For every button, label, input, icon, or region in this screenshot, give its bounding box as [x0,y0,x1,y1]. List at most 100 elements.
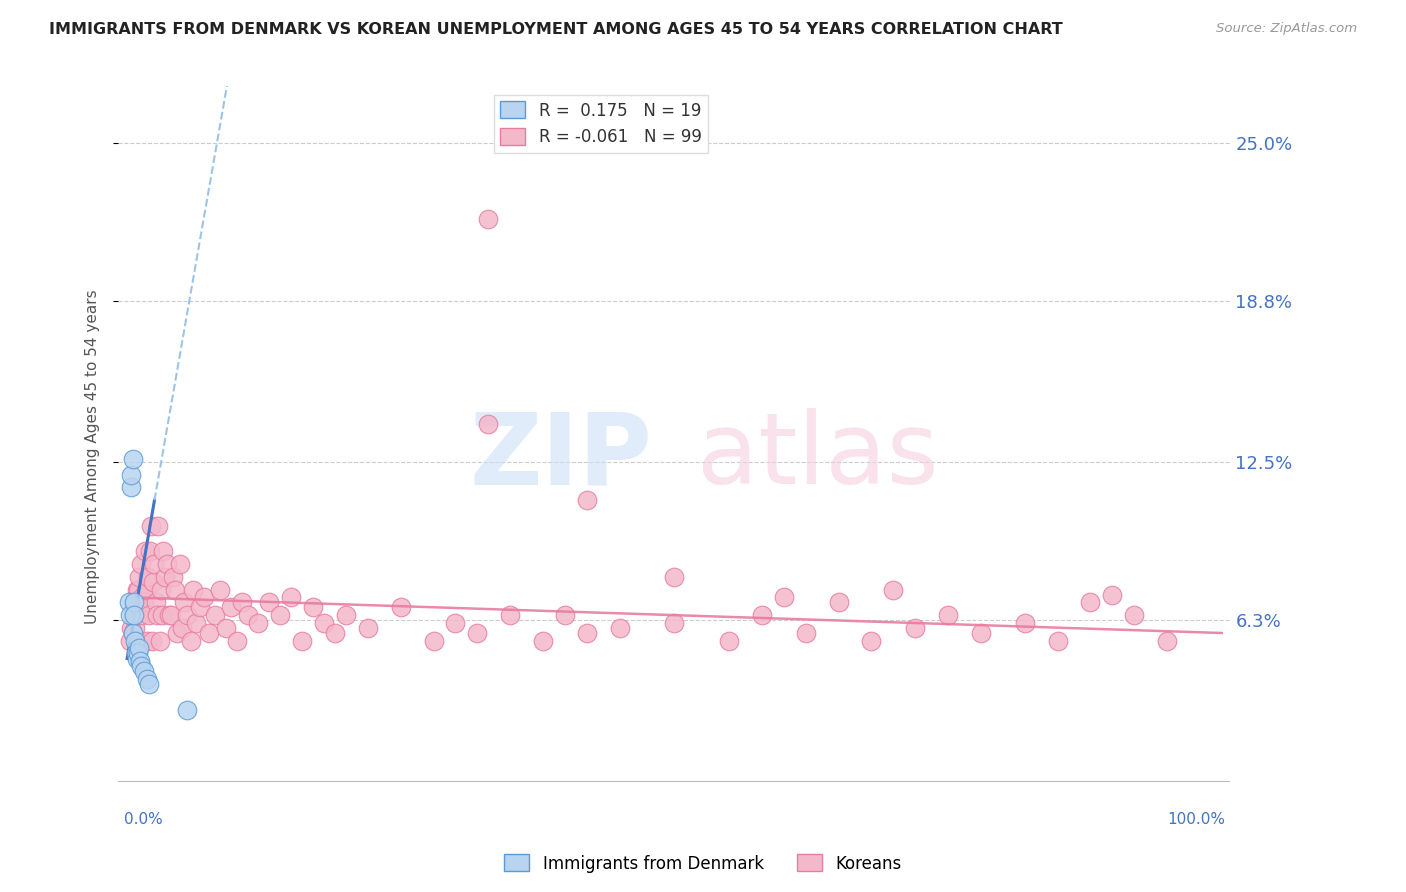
Point [554,608,576,623]
Point [477,212,499,227]
Point [575,626,598,640]
Point [444,615,467,630]
Point [236,608,259,623]
Point [142,574,165,589]
Point [131,591,153,605]
Point [477,417,499,431]
Point [323,626,346,640]
Point [150,582,173,597]
Point [198,626,221,640]
Point [176,703,198,717]
Point [860,633,883,648]
Point [135,582,157,597]
Point [138,677,160,691]
Point [135,672,157,686]
Point [209,582,232,597]
Point [882,582,904,597]
Text: 0.0%: 0.0% [124,812,163,827]
Point [122,595,145,609]
Point [176,608,198,623]
Point [120,633,142,648]
Point [165,582,187,597]
Point [214,621,236,635]
Text: atlas: atlas [696,409,938,505]
Point [970,626,993,640]
Point [1080,595,1102,609]
Point [127,647,149,661]
Point [152,544,174,558]
Point [936,608,959,623]
Point [143,557,166,571]
Point [145,595,167,609]
Point [121,467,143,482]
Point [794,626,817,640]
Text: ZIP: ZIP [470,409,652,505]
Point [124,621,146,635]
Point [180,633,202,648]
Point [134,544,156,558]
Point [357,621,380,635]
Point [181,582,204,597]
Point [575,493,598,508]
Y-axis label: Unemployment Among Ages 45 to 54 years: Unemployment Among Ages 45 to 54 years [86,289,100,624]
Point [1123,608,1146,623]
Point [131,659,153,673]
Point [131,608,153,623]
Point [467,626,489,640]
Legend: Immigrants from Denmark, Koreans: Immigrants from Denmark, Koreans [498,847,908,880]
Point [664,570,686,584]
Point [160,608,183,623]
Point [122,595,145,609]
Point [166,626,188,640]
Point [773,591,796,605]
Point [122,608,145,623]
Point [155,570,177,584]
Text: Source: ZipAtlas.com: Source: ZipAtlas.com [1216,22,1357,36]
Point [138,608,160,623]
Point [499,608,522,623]
Point [145,608,167,623]
Point [124,633,146,648]
Point [132,665,155,679]
Point [335,608,357,623]
Point [280,591,302,605]
Point [231,595,253,609]
Point [609,621,631,635]
Point [135,633,157,648]
Legend: R =  0.175   N = 19, R = -0.061   N = 99: R = 0.175 N = 19, R = -0.061 N = 99 [494,95,709,153]
Point [125,595,148,609]
Text: 100.0%: 100.0% [1167,812,1225,827]
Point [121,452,143,467]
Point [219,600,242,615]
Point [291,633,314,648]
Point [141,518,163,533]
Point [121,621,143,635]
Point [531,633,554,648]
Point [184,615,207,630]
Point [225,633,247,648]
Point [718,633,741,648]
Point [124,608,146,623]
Point [269,608,291,623]
Point [139,544,162,558]
Point [132,595,155,609]
Point [170,621,193,635]
Point [204,608,226,623]
Point [128,641,150,656]
Point [129,595,152,609]
Point [155,557,177,571]
Point [1101,588,1123,602]
Point [259,595,281,609]
Point [128,570,150,584]
Point [121,626,143,640]
Point [314,615,336,630]
Point [146,518,169,533]
Point [121,626,143,640]
Point [664,615,686,630]
Point [121,608,143,623]
Point [141,633,163,648]
Point [173,595,195,609]
Point [120,608,142,623]
Point [162,570,184,584]
Text: IMMIGRANTS FROM DENMARK VS KOREAN UNEMPLOYMENT AMONG AGES 45 TO 54 YEARS CORRELA: IMMIGRANTS FROM DENMARK VS KOREAN UNEMPL… [49,22,1063,37]
